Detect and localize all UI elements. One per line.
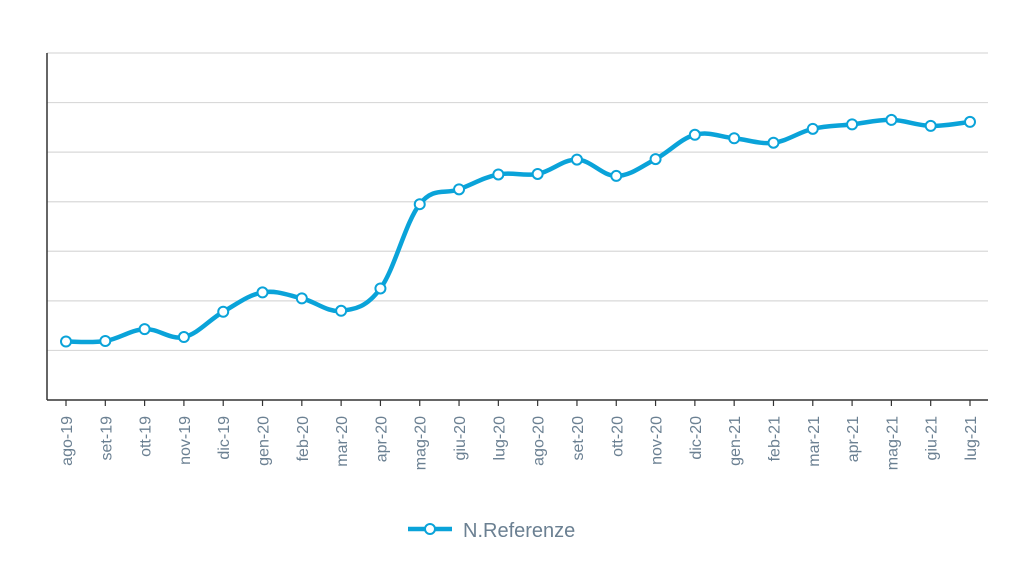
x-tick-label-ott-20: ott-20 <box>609 416 626 457</box>
data-point-mar-21[interactable] <box>806 122 819 135</box>
x-tick-label-feb-20: feb-20 <box>295 416 312 461</box>
data-point-set-19[interactable] <box>99 335 112 348</box>
data-point-nov-20[interactable] <box>649 153 662 166</box>
x-tick-label-nov-20: nov-20 <box>649 416 666 465</box>
data-point-mag-21[interactable] <box>885 113 898 126</box>
x-tick-label-mar-20: mar-20 <box>334 416 351 467</box>
data-point-gen-20[interactable] <box>256 286 269 299</box>
data-point-ott-19[interactable] <box>138 323 151 336</box>
data-point-giu-21[interactable] <box>924 119 937 132</box>
x-tick-label-dic-20: dic-20 <box>688 416 705 460</box>
data-point-gen-21[interactable] <box>728 132 741 145</box>
x-tick-label-gen-21: gen-21 <box>727 416 744 466</box>
x-tick-label-dic-19: dic-19 <box>216 416 233 460</box>
series-line-n-referenze <box>63 117 973 345</box>
data-point-lug-20[interactable] <box>492 168 505 181</box>
data-point-ott-20[interactable] <box>610 169 623 182</box>
data-point-ago-20[interactable] <box>531 167 544 180</box>
x-tick-label-set-20: set-20 <box>570 416 587 461</box>
x-tick-label-ago-20: ago-20 <box>531 416 548 466</box>
legend[interactable]: N.Referenze <box>408 520 575 542</box>
x-tick-label-giu-20: giu-20 <box>452 416 469 461</box>
data-point-set-20[interactable] <box>570 153 583 166</box>
x-tick-label-nov-19: nov-19 <box>177 416 194 465</box>
x-tick-label-giu-21: giu-21 <box>924 416 941 461</box>
x-tick-label-set-19: set-19 <box>98 416 115 461</box>
series-layer <box>60 113 976 348</box>
legend-marker-swatch <box>424 523 436 535</box>
data-point-dic-20[interactable] <box>688 128 701 141</box>
x-tick-label-apr-21: apr-21 <box>845 416 862 462</box>
grid-lines <box>47 52 988 352</box>
data-point-nov-19[interactable] <box>177 331 190 344</box>
x-tick-label-ago-19: ago-19 <box>59 416 76 466</box>
axes <box>46 53 988 406</box>
x-tick-label-mag-20: mag-20 <box>413 416 430 470</box>
x-tick-label-lug-20: lug-20 <box>491 416 508 461</box>
data-point-dic-19[interactable] <box>217 305 230 318</box>
data-point-feb-21[interactable] <box>767 136 780 149</box>
x-tick-label-lug-21: lug-21 <box>963 416 980 461</box>
x-axis-tick-labels: ago-19 set-19 ott-19 nov-19 dic-19 gen-20 feb-… <box>59 416 980 470</box>
x-tick-label-mag-21: mag-21 <box>884 416 901 470</box>
data-point-ago-19[interactable] <box>60 335 72 348</box>
x-tick-label-apr-20: apr-20 <box>373 416 390 462</box>
data-point-mag-20[interactable] <box>413 198 426 211</box>
data-point-giu-20[interactable] <box>453 183 466 196</box>
x-tick-label-ott-19: ott-19 <box>138 416 155 457</box>
x-tick-label-feb-21: feb-21 <box>766 416 783 461</box>
x-tick-label-gen-20: gen-20 <box>256 416 273 466</box>
data-point-lug-21[interactable] <box>964 115 976 128</box>
data-point-mar-20[interactable] <box>335 304 348 317</box>
x-tick-label-mar-21: mar-21 <box>806 416 823 467</box>
data-point-apr-20[interactable] <box>374 282 387 295</box>
data-point-apr-21[interactable] <box>846 118 859 131</box>
data-point-feb-20[interactable] <box>295 292 308 305</box>
legend-label-n-referenze: N.Referenze <box>463 520 575 542</box>
